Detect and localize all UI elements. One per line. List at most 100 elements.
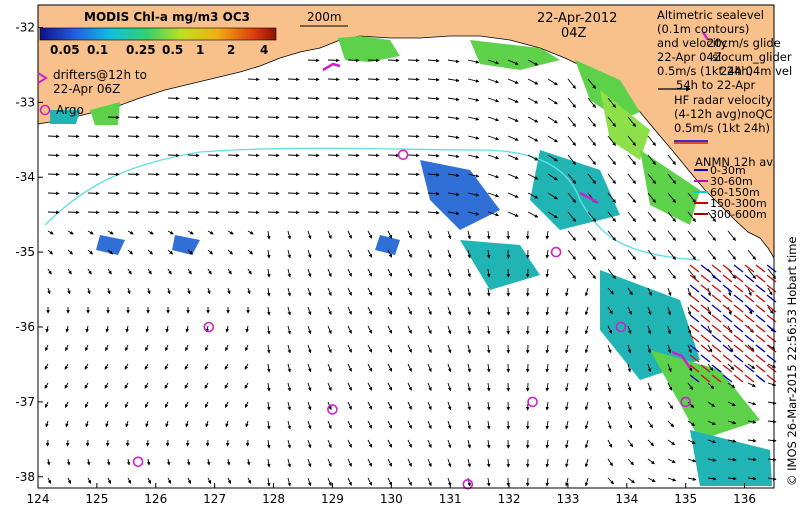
y-tick-label: -32 <box>15 20 35 34</box>
velocity-arrow <box>248 79 259 80</box>
x-tick-label: 131 <box>439 492 462 506</box>
velocity-arrow <box>68 136 79 137</box>
velocity-arrow <box>288 212 299 213</box>
velocity-arrow <box>328 155 339 156</box>
glider-legend-line: 20cm/s glide <box>707 36 781 50</box>
velocity-arrow <box>248 98 259 99</box>
velocity-arrow <box>108 193 119 194</box>
y-tick-label: -37 <box>15 395 35 409</box>
x-tick-label: 136 <box>733 492 756 506</box>
velocity-arrow <box>408 79 419 80</box>
x-tick-label: 134 <box>615 492 638 506</box>
velocity-arrow <box>328 174 339 175</box>
velocity-arrow <box>408 98 419 99</box>
velocity-arrow <box>408 193 419 194</box>
velocity-arrow <box>48 155 59 156</box>
velocity-arrow <box>388 155 399 156</box>
velocity-arrow <box>348 212 359 213</box>
velocity-arrow <box>288 174 299 175</box>
velocity-arrow <box>188 155 199 156</box>
velocity-arrow <box>208 193 219 194</box>
velocity-arrow <box>108 136 119 137</box>
velocity-arrow <box>148 440 149 446</box>
velocity-arrow <box>368 212 379 213</box>
velocity-arrow <box>88 174 99 175</box>
velocity-arrow <box>348 117 359 118</box>
velocity-arrow <box>368 136 379 137</box>
velocity-arrow <box>328 98 339 99</box>
velocity-arrow <box>48 193 59 194</box>
x-tick-label: 129 <box>321 492 344 506</box>
velocity-arrow <box>68 212 79 213</box>
velocity-arrow <box>308 212 319 213</box>
glider-legend-line: 24h 04m vel <box>720 64 792 78</box>
velocity-arrow <box>268 98 279 99</box>
velocity-arrow <box>408 117 419 118</box>
velocity-arrow <box>128 136 139 137</box>
velocity-arrow <box>328 79 339 80</box>
velocity-arrow <box>228 136 239 137</box>
argo-label: Argo <box>56 103 84 117</box>
velocity-arrow <box>288 98 299 99</box>
x-tick-label: 125 <box>85 492 108 506</box>
velocity-arrow <box>308 117 319 118</box>
velocity-arrow <box>328 136 339 137</box>
velocity-arrow <box>48 136 59 137</box>
velocity-arrow <box>348 174 359 175</box>
velocity-arrow <box>248 117 259 118</box>
velocity-arrow <box>228 212 239 213</box>
x-tick-label: 124 <box>27 492 50 506</box>
velocity-arrow <box>388 193 399 194</box>
velocity-arrow <box>268 117 279 118</box>
velocity-arrow <box>308 193 319 194</box>
velocity-arrow <box>348 136 359 137</box>
velocity-arrow <box>208 212 219 213</box>
velocity-arrow <box>268 212 279 213</box>
velocity-arrow <box>128 440 129 446</box>
velocity-arrow <box>288 79 299 80</box>
velocity-arrow <box>388 117 399 118</box>
velocity-arrow <box>228 98 239 99</box>
x-tick-label: 127 <box>203 492 226 506</box>
velocity-arrow <box>48 440 49 446</box>
velocity-arrow <box>268 155 279 156</box>
colorbar-title: MODIS Chl-a mg/m3 OC3 <box>84 10 250 24</box>
hf-radar-legend-line: 0.5m/s (1kt 24h) <box>674 121 770 135</box>
velocity-arrow <box>208 136 219 137</box>
velocity-arrow <box>248 193 259 194</box>
colorbar-tick-label: 0.05 <box>50 43 80 57</box>
velocity-arrow <box>68 174 79 175</box>
map-date: 22-Apr-2012 <box>537 12 617 26</box>
altimetry-legend-line: (0.1m contours) <box>657 22 749 36</box>
velocity-arrow <box>108 440 109 446</box>
velocity-arrow <box>88 440 89 446</box>
credit-text: © IMOS 26-Mar-2015 22:56:53 Hobart time <box>785 236 799 486</box>
velocity-arrow <box>108 174 119 175</box>
velocity-arrow <box>408 60 419 61</box>
velocity-arrow <box>268 193 279 194</box>
hf-radar-legend-line: HF radar velocity <box>674 93 772 107</box>
velocity-arrow <box>208 155 219 156</box>
velocity-arrow <box>148 212 159 213</box>
velocity-arrow <box>308 174 319 175</box>
colorbar-tick-label: 0.1 <box>87 43 108 57</box>
velocity-arrow <box>108 155 119 156</box>
velocity-arrow <box>348 98 359 99</box>
velocity-arrow <box>368 155 379 156</box>
velocity-arrow <box>188 98 199 99</box>
colorbar-tick-label: 0.5 <box>162 43 183 57</box>
colorbar-tick-label: 0.25 <box>126 43 156 57</box>
velocity-arrow <box>148 193 159 194</box>
x-tick-label: 135 <box>674 492 697 506</box>
glider-legend-line: 54h to 22-Apr <box>676 78 755 92</box>
y-tick-label: -36 <box>15 320 35 334</box>
velocity-arrow <box>128 212 139 213</box>
velocity-arrow <box>188 174 199 175</box>
velocity-arrow <box>208 117 219 118</box>
velocity-arrow <box>408 136 419 137</box>
velocity-arrow <box>68 193 79 194</box>
velocity-arrow <box>48 212 59 213</box>
velocity-arrow <box>288 193 299 194</box>
velocity-arrow <box>328 117 339 118</box>
